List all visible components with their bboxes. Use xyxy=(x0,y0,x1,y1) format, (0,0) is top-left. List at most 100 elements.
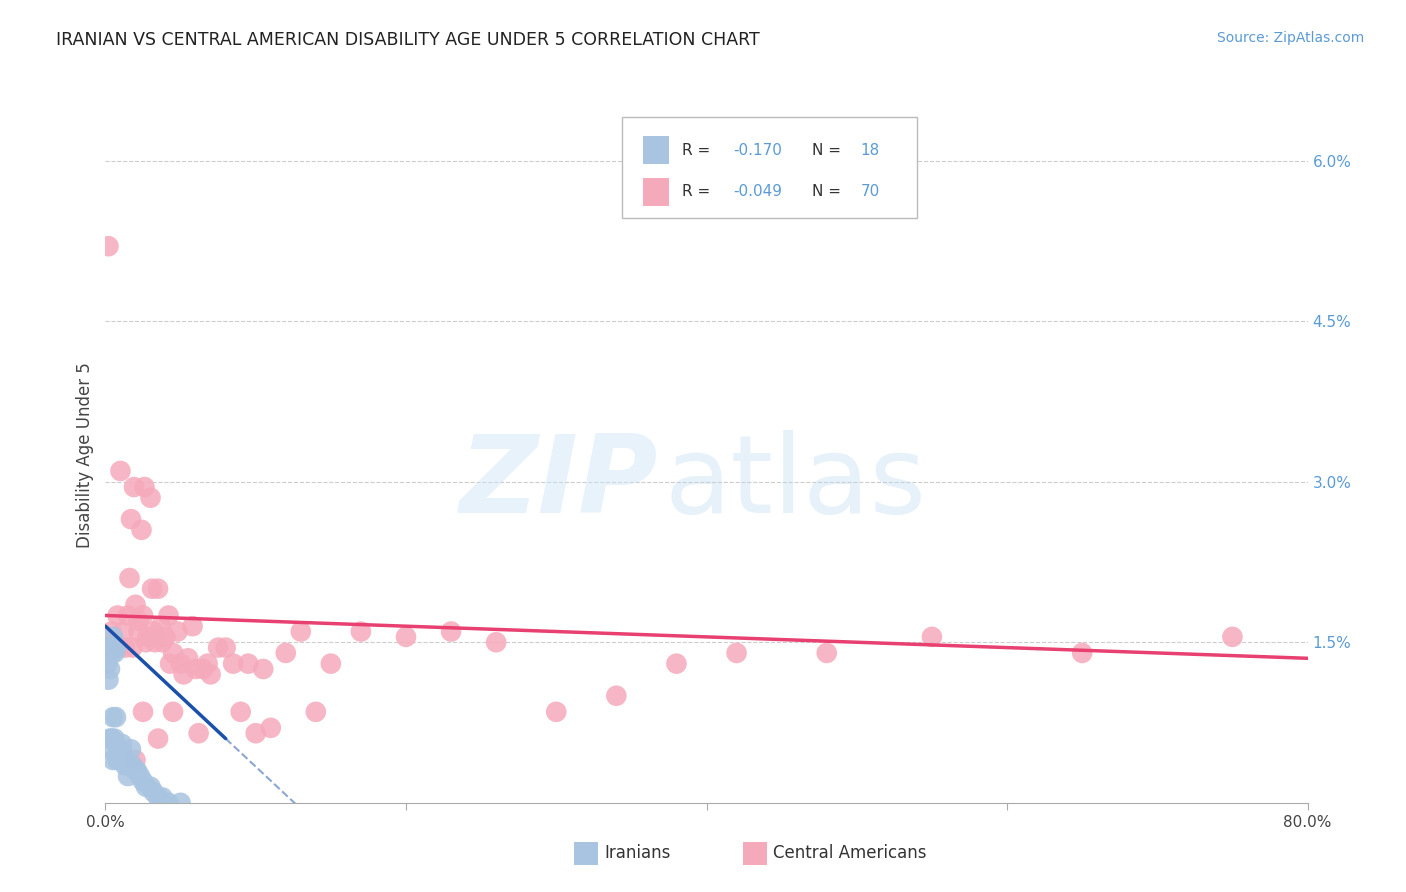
Point xyxy=(122,480,145,494)
Point xyxy=(1222,630,1244,644)
Point xyxy=(111,737,134,751)
Point xyxy=(117,608,139,623)
Bar xyxy=(574,842,599,865)
Point xyxy=(97,640,120,655)
Point xyxy=(162,705,184,719)
FancyBboxPatch shape xyxy=(623,118,917,219)
Text: atlas: atlas xyxy=(665,430,927,536)
Point xyxy=(108,640,131,655)
Text: -0.170: -0.170 xyxy=(733,143,782,158)
Point xyxy=(252,662,274,676)
Point xyxy=(152,790,174,805)
Point xyxy=(117,769,139,783)
Point xyxy=(260,721,283,735)
Point xyxy=(112,624,135,639)
Point xyxy=(124,764,146,778)
Point xyxy=(290,624,312,639)
Point xyxy=(546,705,568,719)
Point xyxy=(395,630,418,644)
Point xyxy=(107,753,129,767)
Point xyxy=(124,753,146,767)
Point xyxy=(191,662,214,676)
Point xyxy=(319,657,342,671)
Point xyxy=(132,608,155,623)
Point xyxy=(146,582,169,596)
Point xyxy=(350,624,373,639)
Point xyxy=(485,635,508,649)
Point xyxy=(166,624,188,639)
Point xyxy=(207,640,229,655)
Point xyxy=(100,624,122,639)
Point xyxy=(274,646,297,660)
Text: 70: 70 xyxy=(860,185,880,200)
Point xyxy=(110,753,132,767)
Point xyxy=(155,630,177,644)
Point xyxy=(101,710,124,724)
Point xyxy=(665,657,688,671)
Point xyxy=(197,657,219,671)
Text: N =: N = xyxy=(813,143,846,158)
Point xyxy=(139,780,162,794)
Text: Source: ZipAtlas.com: Source: ZipAtlas.com xyxy=(1216,31,1364,45)
Point xyxy=(129,769,152,783)
Point xyxy=(115,753,138,767)
Y-axis label: Disability Age Under 5: Disability Age Under 5 xyxy=(76,362,94,548)
Point xyxy=(229,705,252,719)
Text: ZIP: ZIP xyxy=(460,430,658,536)
Point xyxy=(110,464,132,478)
Point xyxy=(141,582,163,596)
Point xyxy=(118,571,141,585)
Point xyxy=(136,630,159,644)
Point xyxy=(112,747,135,762)
Point xyxy=(245,726,267,740)
Point xyxy=(121,640,143,655)
Point xyxy=(100,731,122,746)
Point xyxy=(98,662,121,676)
Point xyxy=(143,635,166,649)
Point xyxy=(103,646,125,660)
Point xyxy=(238,657,260,671)
Point xyxy=(146,731,169,746)
Text: Iranians: Iranians xyxy=(605,844,671,862)
Point xyxy=(132,774,155,789)
Text: -0.049: -0.049 xyxy=(733,185,782,200)
Point xyxy=(124,598,146,612)
Text: R =: R = xyxy=(682,185,716,200)
Point xyxy=(214,640,236,655)
Point xyxy=(97,239,120,253)
Point xyxy=(605,689,627,703)
Point xyxy=(132,705,155,719)
Point xyxy=(104,640,127,655)
Point xyxy=(101,630,124,644)
Point xyxy=(114,640,136,655)
Point xyxy=(96,657,118,671)
Text: R =: R = xyxy=(682,143,716,158)
Text: 18: 18 xyxy=(860,143,880,158)
Point xyxy=(142,624,165,639)
Point xyxy=(162,646,184,660)
Point xyxy=(815,646,838,660)
Point xyxy=(131,523,153,537)
Point xyxy=(184,662,207,676)
Point xyxy=(157,796,180,810)
Point xyxy=(103,635,125,649)
Point xyxy=(128,624,150,639)
Point xyxy=(921,630,943,644)
Point xyxy=(120,512,142,526)
Text: IRANIAN VS CENTRAL AMERICAN DISABILITY AGE UNDER 5 CORRELATION CHART: IRANIAN VS CENTRAL AMERICAN DISABILITY A… xyxy=(56,31,761,49)
Point xyxy=(159,657,181,671)
Point xyxy=(104,710,127,724)
Point xyxy=(110,747,132,762)
Bar xyxy=(643,178,669,206)
Point xyxy=(125,764,148,778)
Text: Central Americans: Central Americans xyxy=(773,844,927,862)
Point xyxy=(117,758,139,772)
Point xyxy=(135,635,157,649)
Point xyxy=(169,657,191,671)
Point xyxy=(139,491,162,505)
Point xyxy=(725,646,748,660)
Point xyxy=(101,753,124,767)
Point xyxy=(146,790,169,805)
Point xyxy=(114,758,136,772)
Point xyxy=(1071,646,1094,660)
